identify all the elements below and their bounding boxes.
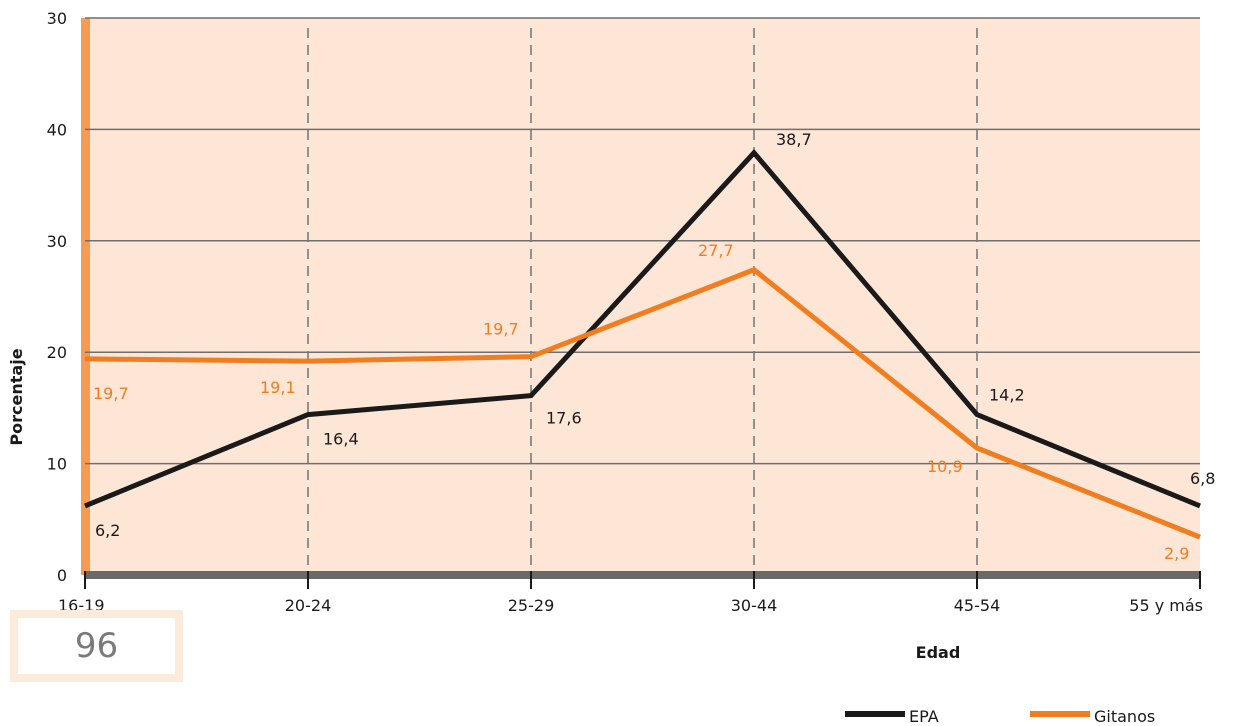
data-label: 6,2 bbox=[95, 521, 120, 540]
y-tick-label: 30 bbox=[47, 9, 67, 28]
y-tick-label: 20 bbox=[47, 343, 67, 362]
y-tick-label: 30 bbox=[47, 232, 67, 251]
legend-label: Gitanos bbox=[1094, 707, 1155, 726]
data-labels: 6,2 16,4 17,6 38,7 14,2 6,8 19,7 19,1 19,7 27,7 10… bbox=[93, 130, 1215, 563]
x-axis-label: Edad bbox=[916, 643, 961, 662]
y-tick-label: 40 bbox=[47, 120, 67, 139]
data-label: 27,7 bbox=[698, 241, 734, 260]
series-lines bbox=[84, 149, 1201, 540]
page-number-box: 96 bbox=[10, 610, 183, 682]
x-tick-label: 30-44 bbox=[731, 596, 778, 615]
legend-swatch bbox=[1030, 711, 1090, 717]
x-tick-label: 20-24 bbox=[285, 596, 332, 615]
legend-label: EPA bbox=[909, 707, 939, 726]
data-label: 19,7 bbox=[93, 384, 129, 403]
legend: EPA Gitanos bbox=[845, 707, 1155, 726]
data-label: 19,1 bbox=[260, 378, 296, 397]
data-label: 6,8 bbox=[1190, 469, 1215, 488]
data-label: 38,7 bbox=[776, 130, 812, 149]
plot-area bbox=[85, 18, 1200, 575]
series-line-gitanos bbox=[84, 266, 1201, 540]
data-label: 17,6 bbox=[546, 409, 582, 428]
category-dashed-lines bbox=[307, 28, 978, 575]
left-accent-bar bbox=[81, 18, 90, 575]
y-axis: 0 10 20 30 40 30 bbox=[47, 9, 67, 585]
x-tick-label: 25-29 bbox=[508, 596, 555, 615]
x-axis-line bbox=[85, 571, 1200, 579]
data-label: 16,4 bbox=[323, 430, 359, 449]
data-label: 19,7 bbox=[483, 320, 519, 339]
legend-swatch bbox=[845, 711, 905, 717]
page-number: 96 bbox=[74, 626, 119, 666]
y-tick-label: 0 bbox=[57, 566, 67, 585]
data-label: 10,9 bbox=[927, 457, 963, 476]
plot-background bbox=[81, 18, 1200, 575]
x-tick-label: 55 y más bbox=[1129, 596, 1203, 615]
series-line-epa bbox=[84, 149, 1201, 509]
x-axis: 16-19 20-24 25-29 30-44 45-54 55 y más bbox=[58, 571, 1203, 615]
x-tick-label: 45-54 bbox=[954, 596, 1001, 615]
y-axis-label: Porcentaje bbox=[7, 348, 26, 445]
y-tick-label: 10 bbox=[47, 455, 67, 474]
data-label: 14,2 bbox=[989, 386, 1025, 405]
data-label: 2,9 bbox=[1164, 544, 1189, 563]
